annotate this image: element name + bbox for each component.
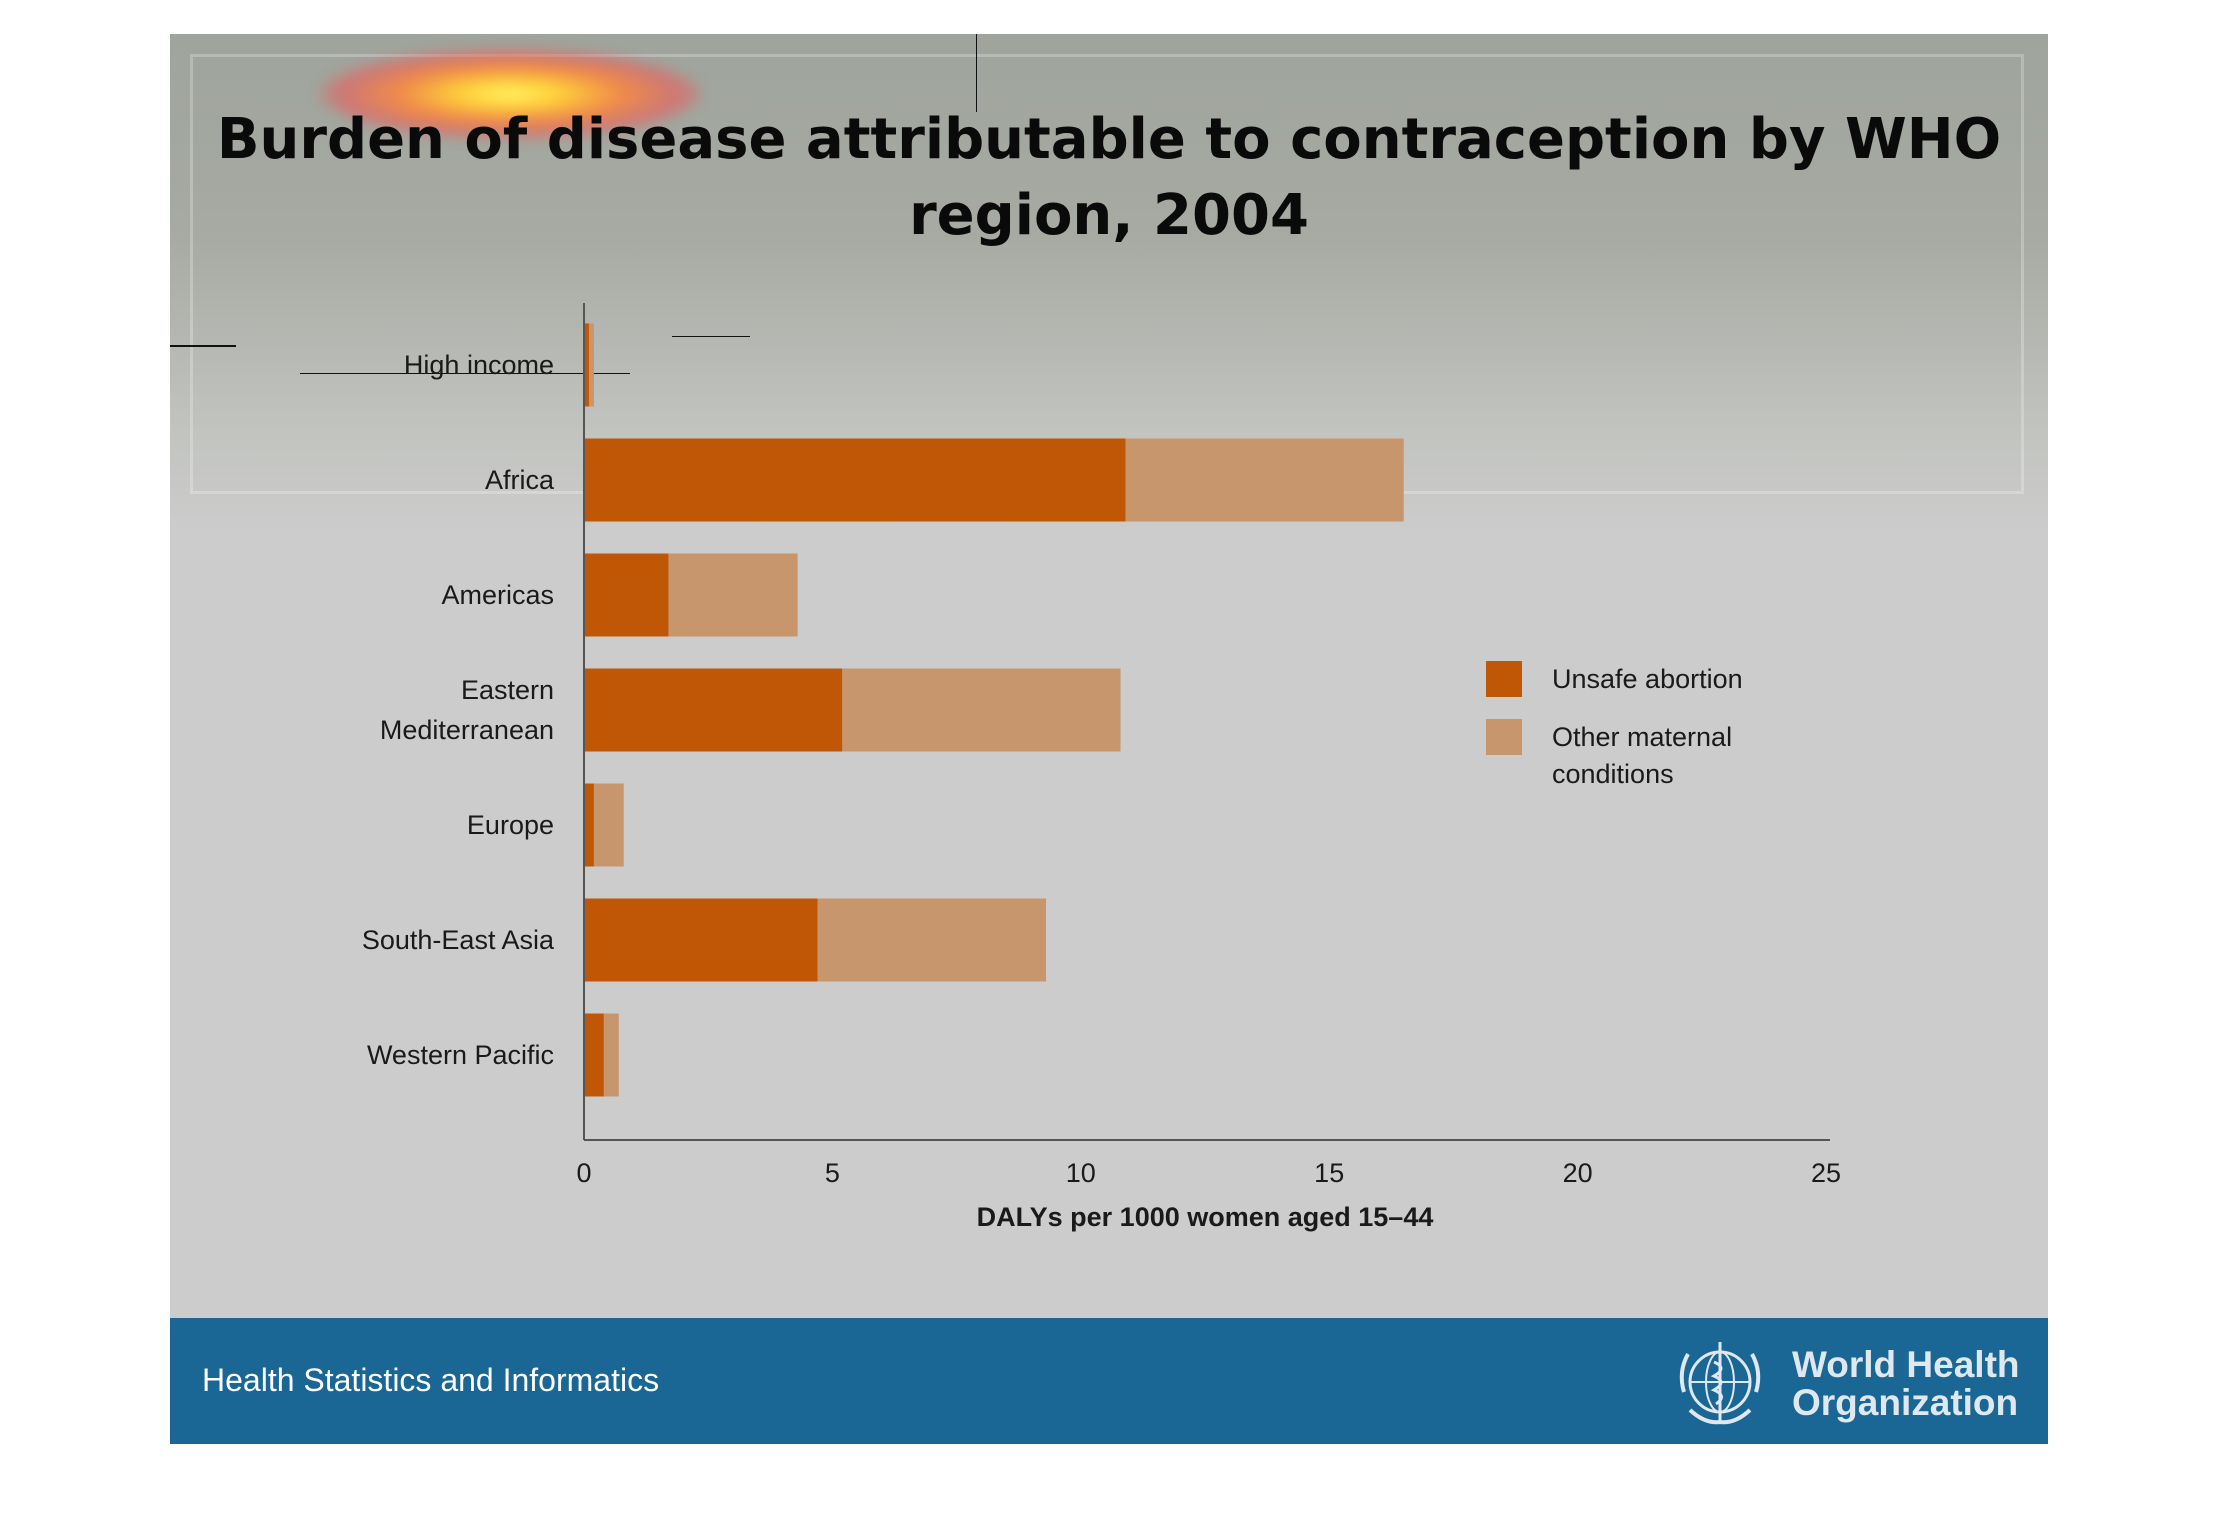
who-name: World Health Organization xyxy=(1792,1346,2020,1422)
bar-other-maternal xyxy=(588,323,594,407)
bar-other-maternal xyxy=(1125,438,1404,522)
category-label: Eastern Mediterranean xyxy=(380,675,554,745)
category-label: High income xyxy=(404,350,554,380)
category-label: Africa xyxy=(485,465,555,495)
bar-other-maternal xyxy=(842,668,1121,752)
legend-swatch-unsafe-abortion xyxy=(1486,661,1522,697)
page-title: Burden of disease attributable to contra… xyxy=(216,107,2002,248)
footer-bar: Health Statistics and Informatics World … xyxy=(170,1318,2048,1444)
bar-other-maternal xyxy=(603,1013,619,1097)
legend-label: Unsafe abortion xyxy=(1552,664,1743,694)
who-emblem-icon xyxy=(1679,1342,1761,1425)
who-name-line2: Organization xyxy=(1792,1382,2019,1423)
category-label: South-East Asia xyxy=(362,925,555,955)
footer-department-text: Health Statistics and Informatics xyxy=(202,1362,660,1398)
legend-swatch-other-maternal xyxy=(1486,719,1522,755)
bar-unsafe-abortion xyxy=(584,898,818,982)
bar-unsafe-abortion xyxy=(584,323,589,407)
slide: Burden of disease attributable to contra… xyxy=(170,34,2048,1444)
bar-other-maternal xyxy=(817,898,1047,982)
category-label: Western Pacific xyxy=(367,1040,554,1070)
category-label: Americas xyxy=(441,580,554,610)
x-tick-label: 20 xyxy=(1563,1158,1593,1188)
artifact-line xyxy=(672,336,750,337)
bar-unsafe-abortion xyxy=(584,668,843,752)
artifact-line xyxy=(976,34,977,112)
glare-highlight xyxy=(320,49,700,139)
bar-chart: High income Africa Americas Eastern Mediterr… xyxy=(362,303,1841,1232)
x-tick-label: 25 xyxy=(1811,1158,1841,1188)
bar-unsafe-abortion xyxy=(584,438,1126,522)
who-name-line1: World Health xyxy=(1792,1344,2020,1385)
x-axis-title: DALYs per 1000 women aged 15–44 xyxy=(977,1202,1434,1232)
bar-unsafe-abortion xyxy=(584,1013,604,1097)
x-tick-label: 15 xyxy=(1314,1158,1344,1188)
artifact-line xyxy=(170,345,236,347)
legend-label: Other maternal conditions xyxy=(1552,722,1732,789)
bar-other-maternal xyxy=(593,783,624,867)
bar-unsafe-abortion xyxy=(584,783,594,867)
x-tick-label: 5 xyxy=(825,1158,840,1188)
bar-unsafe-abortion xyxy=(584,553,669,637)
x-tick-label: 0 xyxy=(576,1158,591,1188)
x-tick-label: 10 xyxy=(1066,1158,1096,1188)
category-label: Europe xyxy=(467,810,554,840)
artifact-line xyxy=(300,373,630,374)
bar-other-maternal xyxy=(668,553,798,637)
